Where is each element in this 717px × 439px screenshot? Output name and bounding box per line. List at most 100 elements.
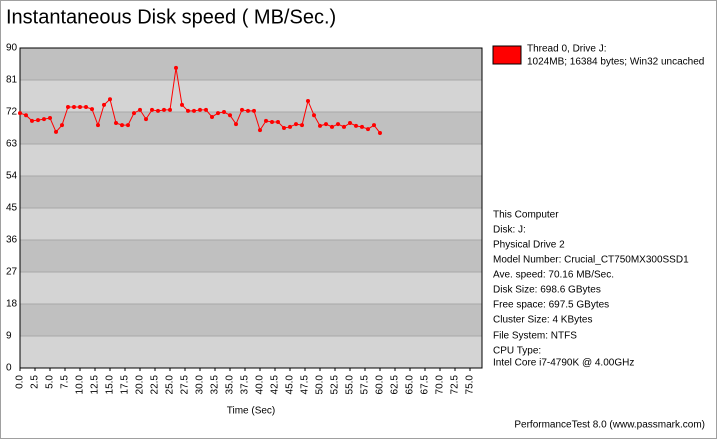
x-tick-label: 40.0 (255, 375, 266, 395)
data-point (168, 107, 172, 112)
data-point (360, 124, 364, 129)
y-tick-label: 9 (6, 331, 12, 342)
data-point (198, 107, 202, 112)
data-point (54, 129, 58, 134)
x-tick-label: 22.5 (150, 375, 161, 395)
grid-band (20, 112, 482, 144)
data-point (48, 116, 52, 121)
grid-band (20, 48, 482, 80)
data-point (180, 102, 184, 107)
x-tick-label: 62.5 (390, 375, 401, 395)
x-tick-label: 2.5 (30, 375, 41, 389)
data-point (306, 98, 310, 103)
y-tick-label: 45 (6, 203, 18, 214)
x-tick-label: 5.0 (45, 375, 56, 389)
x-tick-label: 0.0 (15, 375, 26, 389)
x-tick-label: 35.0 (225, 375, 236, 395)
data-point (120, 123, 124, 128)
data-point (312, 113, 316, 118)
data-point (264, 118, 268, 123)
y-tick-label: 27 (6, 267, 18, 278)
info-line: File System: NTFS (493, 331, 577, 342)
x-tick-label: 42.5 (270, 375, 281, 395)
data-point (342, 124, 346, 129)
data-point (60, 123, 64, 128)
data-point (324, 122, 328, 127)
data-point (240, 107, 244, 112)
x-tick-label: 70.0 (435, 375, 446, 395)
data-point (222, 110, 226, 114)
data-point (156, 108, 160, 113)
data-point (78, 105, 82, 110)
info-line: Ave. speed: 70.16 MB/Sec. (493, 270, 614, 281)
grid-band (20, 176, 482, 208)
data-point (144, 117, 148, 122)
data-point (138, 107, 142, 112)
y-tick-label: 54 (6, 171, 18, 182)
y-tick-label: 36 (6, 235, 18, 246)
data-point (276, 119, 280, 124)
data-point (42, 117, 46, 122)
y-tick-label: 81 (6, 75, 18, 86)
data-point (258, 128, 262, 133)
data-point (90, 107, 94, 112)
x-tick-label: 7.5 (60, 375, 71, 389)
x-tick-label: 75.0 (465, 375, 476, 395)
info-line: Intel Core i7-4790K @ 4.00GHz (493, 358, 634, 369)
data-point (84, 105, 88, 110)
data-point (300, 123, 304, 128)
x-tick-label: 17.5 (120, 375, 131, 395)
x-tick-label: 50.0 (315, 375, 326, 395)
data-point (132, 111, 136, 116)
info-line: Physical Drive 2 (493, 240, 565, 251)
data-point (210, 114, 214, 119)
info-line: CPU Type: (493, 346, 541, 357)
data-point (270, 119, 274, 124)
data-point (336, 122, 340, 127)
data-point (204, 107, 208, 112)
data-point (192, 108, 196, 113)
data-point (150, 107, 154, 112)
y-tick-label: 18 (6, 299, 18, 310)
x-tick-label: 67.5 (420, 375, 431, 395)
info-line: This Computer (493, 210, 559, 221)
data-point (246, 108, 250, 113)
x-tick-label: 30.0 (195, 375, 206, 395)
x-tick-label: 32.5 (210, 375, 221, 395)
data-point (372, 123, 376, 128)
legend-swatch (492, 45, 522, 65)
y-tick-label: 63 (6, 139, 18, 150)
x-tick-label: 25.0 (165, 375, 176, 395)
data-point (36, 118, 40, 123)
data-point (348, 121, 352, 126)
data-point (114, 121, 118, 126)
x-tick-label: 10.0 (75, 375, 86, 395)
data-point (18, 111, 22, 116)
x-tick-label: 45.0 (285, 375, 296, 395)
data-point (72, 105, 76, 110)
chart-title: Instantaneous Disk speed ( MB/Sec.) (6, 6, 336, 28)
footer: PerformanceTest 8.0 (www.passmark.com) (514, 420, 705, 431)
data-point (366, 127, 370, 132)
data-point (126, 123, 130, 128)
y-tick-label: 90 (6, 43, 18, 54)
x-tick-label: 20.0 (135, 375, 146, 395)
x-tick-label: 15.0 (105, 375, 116, 395)
x-tick-label: 27.5 (180, 375, 191, 395)
plot-border (19, 47, 483, 369)
grid-band (20, 304, 482, 336)
data-point (186, 108, 190, 113)
data-point (288, 124, 292, 129)
info-line: Disk: J: (493, 225, 526, 236)
data-point (30, 118, 34, 123)
y-tick-label: 0 (6, 363, 12, 374)
data-point (378, 130, 382, 135)
legend-description: 1024MB; 16384 bytes; Win32 uncached (527, 57, 704, 68)
x-tick-label: 72.5 (450, 375, 461, 395)
x-axis-label: Time (Sec) (227, 406, 276, 417)
x-tick-label: 65.0 (405, 375, 416, 395)
info-line: Cluster Size: 4 KBytes (493, 315, 592, 326)
info-line: Disk Size: 698.6 GBytes (493, 285, 601, 296)
